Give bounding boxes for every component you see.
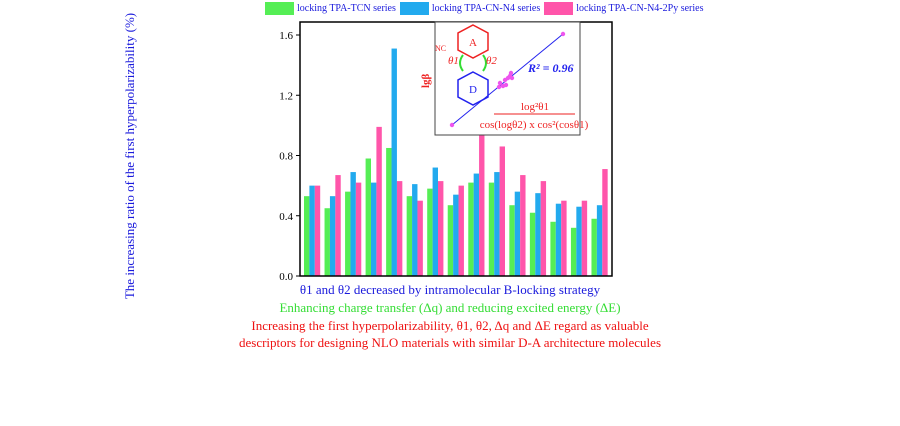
bar-2-9: [473, 173, 480, 276]
ring-d-label: D: [469, 84, 477, 96]
bar-2-10: [494, 172, 500, 276]
substituent-label: NC: [435, 44, 446, 53]
data-point: [496, 84, 502, 90]
data-point: [497, 80, 503, 86]
bar-2-12: [535, 193, 541, 276]
bar-2-14: [576, 206, 582, 276]
bar-1-9: [468, 182, 474, 276]
legend-label-2py: locking TPA-CN-N4-2Py series: [576, 3, 704, 14]
inset-y-label: lgβ: [420, 73, 432, 88]
ring-a-icon: [457, 24, 489, 59]
theta2-label: θ2: [486, 55, 497, 67]
bar-3-11: [520, 175, 526, 276]
data-point: [508, 70, 514, 76]
legend: locking TPA-TCN series locking TPA-CN-N4…: [265, 2, 707, 15]
bar-3-9: [479, 110, 485, 276]
data-point: [503, 82, 509, 88]
bar-3-14: [581, 200, 588, 276]
bar-3-3: [355, 182, 362, 276]
y-tick-label: 1.6: [279, 30, 293, 42]
x-axis-label: θ1 and θ2 decreased by intramolecular B-…: [299, 282, 601, 297]
bar-2-1: [309, 185, 315, 276]
data-point: [560, 31, 566, 37]
bar-1-10: [488, 182, 495, 276]
bar-3-12: [540, 181, 547, 276]
y-tick-label: 0.4: [279, 211, 293, 223]
bar-1-15: [591, 218, 597, 276]
ring-a-label: A: [469, 37, 477, 49]
bar-3-8: [458, 185, 464, 276]
legend-swatch-2py: [544, 2, 574, 15]
bar-1-4: [365, 158, 371, 276]
formula-denominator: cos(logθ2) x cos²(cosθ1): [480, 119, 589, 131]
bar-3-10: [499, 146, 505, 276]
bar-3-7: [438, 181, 444, 276]
bar-2-4: [371, 182, 377, 276]
formula-numerator: log²θ1: [521, 101, 549, 113]
bar-2-5: [391, 48, 397, 277]
bar-1-13: [550, 221, 556, 276]
bar-2-11: [514, 191, 521, 276]
y-tick-label: 1.2: [279, 90, 293, 102]
bar-3-15: [602, 169, 608, 276]
bar-2-2: [329, 196, 336, 276]
bar-1-11: [509, 205, 515, 276]
bar-3-1: [314, 185, 321, 276]
bar-3-2: [335, 175, 341, 276]
bar-2-7: [432, 167, 438, 276]
bar-3-6: [417, 200, 423, 276]
ring-d-icon: [457, 71, 489, 106]
legend-label-tcn: locking TPA-TCN series: [297, 3, 396, 14]
data-point: [509, 75, 515, 81]
bar-3-4: [376, 126, 382, 276]
bar-1-6: [406, 196, 413, 276]
bar-1-7: [427, 188, 433, 276]
caption-line-2: Increasing the first hyperpolarizability…: [251, 318, 649, 333]
caption-line-1: Enhancing charge transfer (Δq) and reduc…: [279, 300, 621, 315]
theta1-label: θ1: [448, 55, 459, 67]
bar-2-13: [555, 203, 562, 276]
bar-3-13: [561, 200, 567, 276]
bar-1-5: [386, 147, 392, 276]
legend-swatch-tcn: [265, 2, 294, 15]
legend-label-n4: locking TPA-CN-N4 series: [431, 3, 541, 14]
bar-1-3: [345, 191, 351, 276]
y-tick-label: 0.8: [279, 151, 293, 163]
r2-label: R² = 0.96: [527, 61, 573, 75]
y-tick-label: 0.0: [279, 271, 293, 283]
bar-1-8: [447, 205, 454, 276]
bar-1-12: [529, 212, 536, 276]
bar-2-3: [350, 172, 356, 276]
bar-1-14: [570, 227, 577, 276]
arrow-theta2-icon: [482, 54, 487, 72]
bar-2-15: [596, 205, 603, 276]
bar-2-8: [453, 194, 459, 276]
data-point: [449, 122, 455, 128]
bar-2-6: [412, 184, 418, 276]
bar-1-2: [324, 208, 330, 276]
bar-1-1: [304, 196, 310, 276]
y-axis-label: The increasing ratio of the first hyperp…: [122, 12, 137, 300]
arrow-theta1-icon: [459, 54, 464, 72]
bar-3-5: [396, 181, 403, 276]
caption-line-3: descriptors for designing NLO materials …: [238, 335, 662, 350]
legend-swatch-n4: [399, 2, 429, 15]
